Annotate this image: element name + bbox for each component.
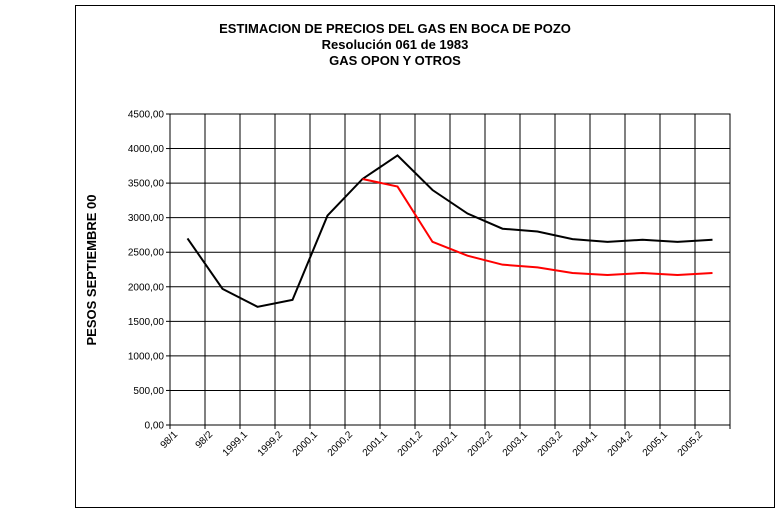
- y-tick-label: 2000,00: [128, 282, 165, 293]
- series-line: [186, 154, 713, 308]
- series-line: [362, 177, 713, 277]
- y-tick-label: 1500,00: [128, 317, 165, 328]
- y-tick-label: 3000,00: [128, 213, 165, 224]
- y-tick-label: 3500,00: [128, 179, 165, 190]
- chart-title: ESTIMACION DE PRECIOS DEL GAS EN BOCA DE…: [219, 21, 571, 36]
- y-axis-label: PESOS SEPTIEMBRE 00: [84, 195, 99, 346]
- y-tick-label: 4500,00: [128, 110, 165, 121]
- y-tick-label: 2500,00: [128, 248, 165, 259]
- chart-frame: [75, 5, 775, 508]
- y-tick-label: 0,00: [145, 421, 165, 432]
- chart-subtitle: GAS OPON Y OTROS: [329, 53, 461, 68]
- y-tick-label: 4000,00: [128, 144, 165, 155]
- y-tick-label: 500,00: [133, 386, 164, 397]
- y-tick-label: 1000,00: [128, 351, 165, 362]
- chart-subtitle: Resolución 061 de 1983: [322, 37, 469, 52]
